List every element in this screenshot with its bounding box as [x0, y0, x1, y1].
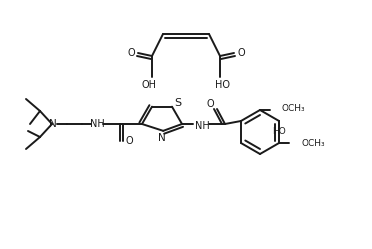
Text: HO: HO	[215, 80, 231, 90]
Text: NH: NH	[195, 121, 209, 131]
Text: OH: OH	[141, 80, 157, 90]
Text: NH: NH	[90, 119, 105, 129]
Text: O: O	[127, 48, 135, 58]
Text: HO: HO	[272, 126, 286, 135]
Text: OCH₃: OCH₃	[301, 138, 325, 147]
Text: O: O	[237, 48, 245, 58]
Text: O: O	[125, 136, 133, 146]
Text: O: O	[206, 99, 214, 109]
Text: N: N	[158, 133, 166, 143]
Text: S: S	[174, 98, 182, 108]
Text: OCH₃: OCH₃	[282, 104, 306, 113]
Text: N: N	[49, 119, 57, 129]
